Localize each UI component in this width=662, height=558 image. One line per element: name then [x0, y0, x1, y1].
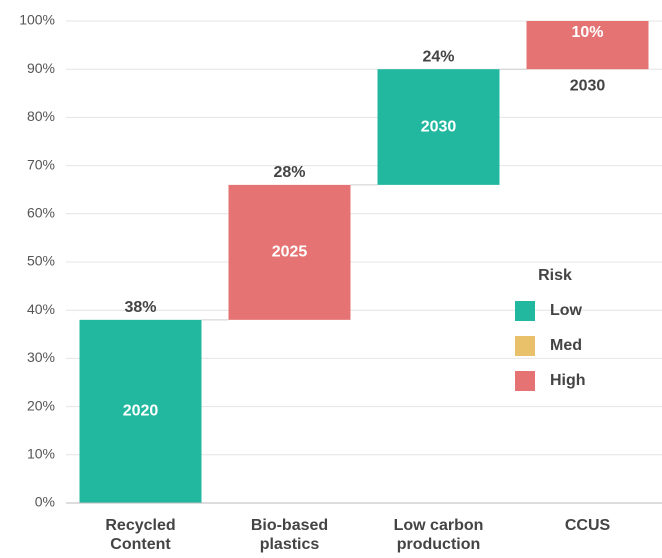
legend-label: High: [550, 372, 586, 389]
value-label: 28%: [273, 164, 305, 181]
legend-swatch: [515, 301, 535, 321]
value-label: 10%: [571, 24, 603, 41]
value-label: 24%: [422, 48, 454, 65]
y-tick-label: 70%: [27, 156, 55, 172]
legend-label: Med: [550, 337, 582, 354]
y-tick-label: 60%: [27, 205, 55, 221]
bar-label: 2030: [421, 118, 457, 135]
legend-label: Low: [550, 302, 583, 319]
y-tick-label: 80%: [27, 108, 55, 124]
y-tick-label: 100%: [19, 12, 55, 28]
bar-label: 2020: [123, 403, 159, 420]
bar: [228, 184, 351, 320]
bar: [79, 319, 202, 503]
bar-label: 2025: [272, 244, 308, 261]
bar: [377, 69, 500, 185]
value-label: 38%: [124, 299, 156, 316]
y-tick-label: 40%: [27, 301, 55, 317]
y-tick-label: 50%: [27, 253, 55, 269]
y-tick-label: 20%: [27, 397, 55, 413]
x-tick-label: Recycled Content: [105, 517, 176, 553]
legend-swatch: [515, 371, 535, 391]
legend-title: Risk: [538, 267, 572, 284]
y-tick-label: 90%: [27, 60, 55, 76]
y-tick-label: 0%: [35, 494, 55, 510]
legend-swatch: [515, 336, 535, 356]
y-tick-label: 30%: [27, 349, 55, 365]
x-tick-label: Bio-based plastics: [250, 517, 329, 553]
bar-label: 2030: [570, 77, 606, 94]
bar: [526, 21, 649, 70]
y-tick-label: 10%: [27, 446, 55, 462]
x-tick-label: CCUS: [564, 517, 611, 534]
x-tick-label: Low carbon production: [393, 517, 484, 553]
